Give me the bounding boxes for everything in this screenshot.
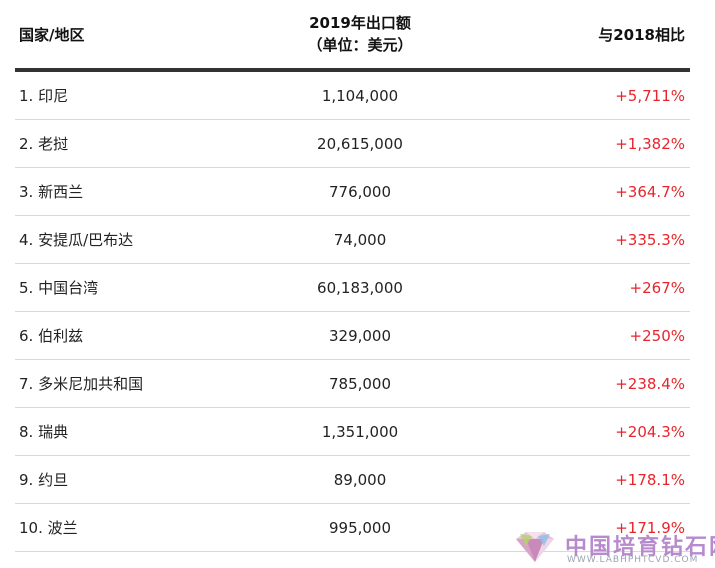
export-table: 国家/地区 2019年出口额 （单位：美元） 与2018相比 1. 印尼 1,10… xyxy=(15,0,690,552)
watermark: 中国培育钻石网 WWW.LABHPHTCVD.COM xyxy=(512,528,715,568)
table-row: 10. 波兰 995,000 +171.9% xyxy=(15,504,690,552)
cell-export: 1,104,000 xyxy=(321,87,399,105)
cell-change: +178.1% xyxy=(615,471,685,489)
cell-export: 20,615,000 xyxy=(317,135,403,153)
table-row: 6. 伯利兹 329,000 +250% xyxy=(15,312,690,360)
table-row: 4. 安提瓜/巴布达 74,000 +335.3% xyxy=(15,216,690,264)
cell-change: +238.4% xyxy=(615,375,685,393)
cell-export: 89,000 xyxy=(333,471,387,489)
cell-export: 995,000 xyxy=(328,519,392,537)
diamond-logo-icon xyxy=(516,532,554,562)
cell-export: 776,000 xyxy=(328,183,392,201)
cell-country: 7. 多米尼加共和国 xyxy=(19,375,144,393)
table-row: 3. 新西兰 776,000 +364.7% xyxy=(15,168,690,216)
header-export-unit: （单位：美元） xyxy=(307,36,413,54)
table-row: 7. 多米尼加共和国 785,000 +238.4% xyxy=(15,360,690,408)
cell-change: +171.9% xyxy=(615,519,685,537)
cell-country: 5. 中国台湾 xyxy=(19,279,99,297)
cell-export: 329,000 xyxy=(328,327,392,345)
cell-export: 785,000 xyxy=(328,375,392,393)
cell-country: 10. 波兰 xyxy=(19,519,78,537)
table-row: 5. 中国台湾 60,183,000 +267% xyxy=(15,264,690,312)
watermark-text-cn: 中国培育钻石网 xyxy=(565,535,715,560)
cell-export: 1,351,000 xyxy=(321,423,399,441)
cell-change: +364.7% xyxy=(615,183,685,201)
cell-country: 9. 约旦 xyxy=(19,471,69,489)
cell-country: 1. 印尼 xyxy=(19,87,69,105)
watermark-text-en: WWW.LABHPHTCVD.COM xyxy=(567,555,699,565)
cell-country: 3. 新西兰 xyxy=(19,183,84,201)
cell-change: +335.3% xyxy=(615,231,685,249)
cell-country: 6. 伯利兹 xyxy=(19,327,84,345)
header-country: 国家/地区 xyxy=(19,26,85,44)
cell-change: +5,711% xyxy=(615,87,685,105)
table-row: 8. 瑞典 1,351,000 +204.3% xyxy=(15,408,690,456)
header-export: 2019年出口额 （单位：美元） xyxy=(235,12,485,56)
cell-change: +267% xyxy=(629,279,685,297)
table-body: 1. 印尼 1,104,000 +5,711% 2. 老挝 20,615,000 +1,3… xyxy=(15,72,690,552)
header-change: 与2018相比 xyxy=(598,26,685,44)
cell-country: 8. 瑞典 xyxy=(19,423,69,441)
cell-change: +1,382% xyxy=(615,135,685,153)
header-export-title: 2019年出口额 xyxy=(309,14,411,32)
cell-export: 60,183,000 xyxy=(317,279,403,297)
cell-export: 74,000 xyxy=(333,231,387,249)
table-row: 1. 印尼 1,104,000 +5,711% xyxy=(15,72,690,120)
cell-change: +204.3% xyxy=(615,423,685,441)
cell-change: +250% xyxy=(629,327,685,345)
cell-country: 4. 安提瓜/巴布达 xyxy=(19,231,134,249)
table-header: 国家/地区 2019年出口额 （单位：美元） 与2018相比 xyxy=(15,0,690,72)
cell-country: 2. 老挝 xyxy=(19,135,69,153)
table-row: 2. 老挝 20,615,000 +1,382% xyxy=(15,120,690,168)
table-row: 9. 约旦 89,000 +178.1% xyxy=(15,456,690,504)
